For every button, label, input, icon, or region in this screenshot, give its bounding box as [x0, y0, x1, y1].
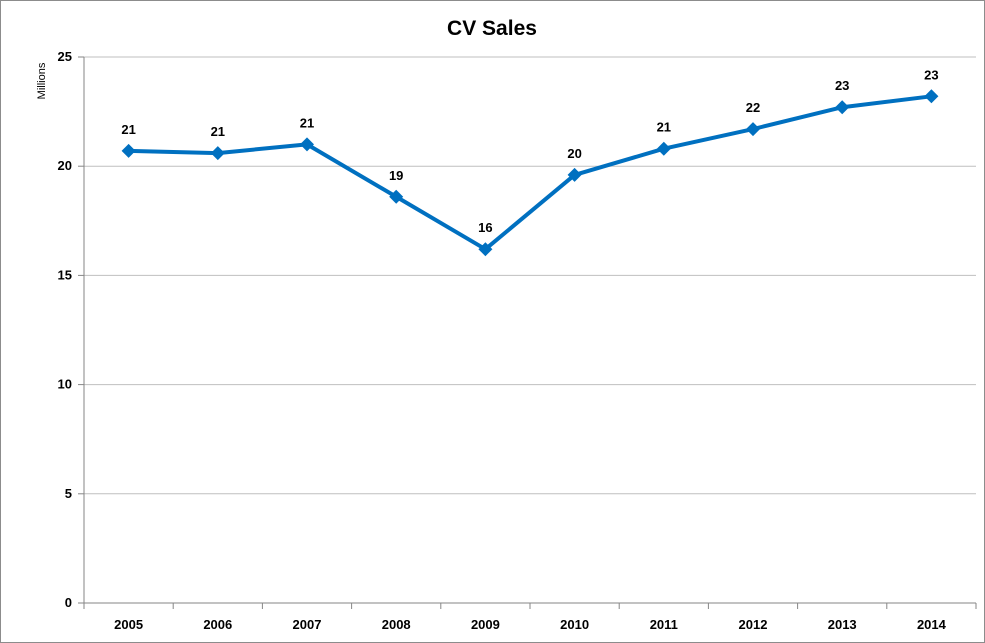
x-tick-label-2014: 2014: [917, 617, 947, 632]
y-tick-label: 0: [65, 595, 72, 610]
data-point-2010: [567, 167, 582, 182]
chart-title: CV Sales: [447, 17, 537, 40]
data-point-2009: [478, 242, 493, 257]
x-tick-label-2012: 2012: [739, 617, 768, 632]
y-tick-label: 15: [58, 267, 72, 282]
data-point-markers: [121, 89, 939, 257]
data-point-2006: [210, 146, 225, 161]
data-label-2009: 16: [478, 220, 492, 235]
y-tick-labels: 0 5 10 15 20 25: [58, 49, 72, 610]
data-label-2014: 23: [924, 67, 938, 82]
data-point-2013: [835, 100, 850, 115]
data-label-2012: 22: [746, 100, 760, 115]
x-tick-labels: 2005 2006 2007 2008 2009 2010 2011 2012 2013 2014: [114, 617, 946, 632]
gridlines: [84, 56, 976, 495]
x-tick-label-2013: 2013: [828, 617, 857, 632]
data-point-2011: [656, 141, 671, 156]
data-label-2011: 21: [657, 120, 671, 135]
x-tick-label-2009: 2009: [471, 617, 500, 632]
data-label-2008: 19: [389, 168, 403, 183]
data-label-2005: 21: [121, 122, 135, 137]
data-point-2012: [746, 122, 760, 137]
data-point-2005: [121, 143, 136, 158]
data-point-2014: [924, 89, 939, 104]
y-tick-label: 25: [58, 49, 72, 64]
x-tick-label-2011: 2011: [650, 617, 678, 632]
x-tick-label-2010: 2010: [560, 617, 589, 632]
data-label-2010: 20: [567, 146, 581, 161]
x-tick-label-2005: 2005: [114, 617, 143, 632]
y-tick-label: 20: [58, 158, 72, 173]
data-label-2007: 21: [300, 115, 314, 130]
data-point-2007: [300, 137, 314, 152]
y-tick-label: 10: [58, 377, 72, 392]
y-axis-label: Millions: [36, 62, 48, 99]
axes: [78, 56, 977, 609]
x-tick-label-2006: 2006: [203, 617, 232, 632]
series-line: [126, 94, 934, 252]
data-labels: 21 21 21 19 16 20 21 22 23 23: [121, 67, 938, 235]
data-point-2008: [389, 189, 404, 204]
x-tick-label-2008: 2008: [382, 617, 411, 632]
x-tick-label-2007: 2007: [293, 617, 322, 632]
data-label-2006: 21: [211, 124, 225, 139]
y-tick-label: 5: [65, 486, 72, 501]
series-line-layer: [126, 94, 934, 252]
data-label-2013: 23: [835, 78, 849, 93]
